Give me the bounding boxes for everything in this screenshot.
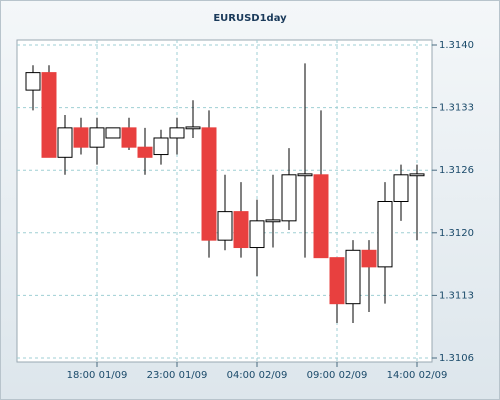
candle-body (297, 173, 313, 177)
candle-body (377, 201, 393, 268)
candle-body (25, 72, 41, 91)
candle-body (265, 219, 281, 223)
y-tick-label: 1.3106 (439, 353, 474, 364)
y-tick-label: 1.3120 (439, 228, 474, 239)
candle-body (393, 174, 409, 203)
candle-body (313, 174, 329, 259)
candle-body (41, 72, 57, 158)
candle-body (361, 249, 377, 268)
candle-body (137, 146, 153, 158)
y-tick-label: 1.3140 (439, 40, 474, 51)
candle-body (73, 127, 89, 148)
candle-body (329, 257, 345, 305)
candle-body (89, 127, 105, 148)
candle-body (345, 249, 361, 305)
candle-body (105, 127, 121, 139)
y-tick-label: 1.3113 (439, 290, 474, 301)
candle-body (201, 127, 217, 241)
y-tick-label: 1.3126 (439, 165, 474, 176)
candle-body (57, 127, 73, 158)
candle-body (153, 137, 169, 156)
chart-title: EURUSD1day (213, 13, 287, 24)
candle-body (217, 211, 233, 241)
candle-body (249, 220, 265, 249)
x-tick-label: 18:00 01/09 (67, 370, 128, 381)
x-tick-label: 23:00 01/09 (147, 370, 208, 381)
candle-body (185, 126, 201, 130)
candle-body (169, 127, 185, 139)
candle-body (233, 211, 249, 249)
x-tick-label: 14:00 02/09 (387, 370, 448, 381)
candle-body (121, 127, 137, 148)
candle-body (409, 173, 425, 177)
candle-body (281, 174, 297, 222)
x-tick-label: 04:00 02/09 (227, 370, 288, 381)
x-tick-label: 09:00 02/09 (307, 370, 368, 381)
y-tick-label: 1.3133 (439, 103, 474, 114)
